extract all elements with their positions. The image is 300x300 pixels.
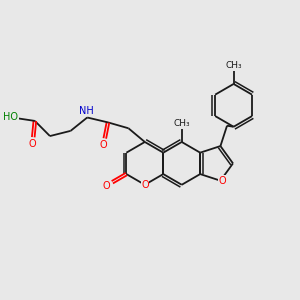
Text: O: O [218,176,226,186]
Text: CH₃: CH₃ [173,119,190,128]
Text: O: O [100,140,107,150]
Text: O: O [29,139,36,149]
Text: NH: NH [79,106,94,116]
Text: CH₃: CH₃ [225,61,242,70]
Text: O: O [103,181,110,190]
Text: O: O [141,180,148,190]
Text: HO: HO [3,112,18,122]
